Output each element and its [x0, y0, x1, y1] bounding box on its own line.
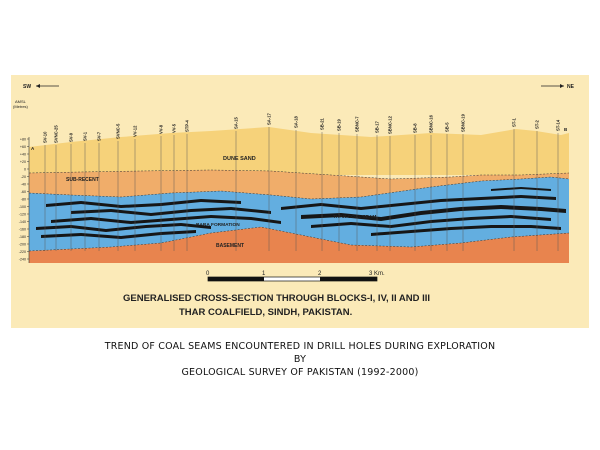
axis-tick-label: -140: [19, 220, 26, 224]
coal-seam: [371, 225, 561, 236]
axis-tick-label: -40: [21, 182, 26, 186]
scale-tick-0: 0: [206, 271, 210, 277]
drill-hole-label: SBNC-16: [429, 114, 434, 133]
coal-seam: [71, 207, 271, 216]
figure-frame: SW NE AMSL (Metres): [11, 75, 589, 328]
axis-tick-label: -80: [21, 197, 26, 201]
drill-hole-label: SV-7: [97, 131, 102, 141]
drill-hole-label: SVNC-25: [54, 125, 59, 143]
drill-hole-label: VV-12: [133, 125, 138, 137]
direction-ne-label: NE: [567, 84, 575, 90]
diagram-title-line2: THAR COALFIELD, SINDH, PAKISTAN.: [179, 307, 352, 318]
direction-ne: NE: [541, 84, 575, 90]
label-basement: BASEMENT: [216, 243, 244, 249]
axis-tick-label: -240: [19, 257, 26, 261]
axis-tick-label: -60: [21, 190, 26, 194]
drill-hole-label: VV-8: [159, 124, 164, 134]
scale-bar: 0 1 2 3 Km.: [206, 271, 385, 282]
layer-dune-sand: [29, 127, 569, 175]
axis-label-line1: AMSL: [15, 99, 27, 104]
axis-tick-label: -200: [19, 242, 26, 246]
diagram-title-line1: GENERALISED CROSS-SECTION THROUGH BLOCKS…: [123, 293, 430, 304]
drill-hole-label: SBNC-7: [355, 116, 360, 132]
axis-tick-label: +20: [20, 160, 26, 164]
axis-tick-label: +60: [20, 145, 26, 149]
drill-hole-label: SBNC-12: [388, 115, 393, 134]
axis-tick-label: -120: [19, 212, 26, 216]
direction-sw: SW: [23, 84, 59, 90]
axis-tick-label: -20: [21, 175, 26, 179]
drill-hole-label: SBNC-19: [461, 113, 466, 132]
axis-tick-label: -100: [19, 205, 26, 209]
contact-dune-subrecent: [28, 169, 570, 180]
elevation-axis: +80 +60 +40 +20 0 -20 -40 -60 -80 -100 -120 -140 -16…: [19, 137, 29, 261]
drill-hole-label: SV-10: [43, 131, 48, 143]
direction-sw-label: SW: [23, 84, 31, 90]
axis-tick-label: 0: [24, 167, 26, 171]
section-marker-a: A: [31, 146, 35, 151]
coal-seam: [281, 195, 556, 210]
coal-seam: [51, 215, 281, 224]
drill-hole-label: SB-19: [337, 118, 342, 131]
drill-hole-label: SV-9: [69, 132, 74, 142]
label-sub-recent: SUB-RECENT: [66, 177, 99, 183]
contact-subrecent-bara: [28, 176, 570, 200]
axis-label-line2: (Metres): [13, 104, 29, 109]
drill-hole-label: ST-2: [535, 119, 540, 129]
drill-hole-label: ST-14: [556, 119, 561, 131]
axis-tick-label: +40: [20, 152, 26, 156]
coal-seam: [36, 223, 211, 232]
drill-hole-label: SVNC-5: [116, 123, 121, 139]
drill-hole-label: SB-17: [375, 120, 380, 133]
drill-hole-label: SA-18: [294, 115, 299, 128]
drill-hole-label: SA-17: [267, 112, 272, 125]
axis-tick-label: -160: [19, 227, 26, 231]
drill-hole-label: SA-15: [234, 116, 239, 129]
coal-seam: [301, 205, 566, 221]
drill-hole-label: SB-5: [445, 122, 450, 132]
drill-hole-label: SB-21: [320, 117, 325, 130]
layer-basement: [29, 227, 569, 263]
caption-line2: BY: [293, 354, 307, 365]
drill-hole-label: STP-4: [185, 119, 190, 132]
coal-seam: [491, 187, 551, 191]
axis-tick-label: -220: [19, 250, 26, 254]
scale-tick-2: 2: [318, 271, 322, 277]
scale-tick-1: 1: [262, 271, 266, 277]
drill-hole-label: ST-1: [512, 117, 517, 127]
drill-holes: SV-10 SVNC-25 SV-9 SV-1 SV-7 SVNC-5 VV-12 VV-8 V…: [43, 112, 561, 251]
contact-bara-basement: [28, 226, 570, 252]
drill-hole-label: SB-8: [413, 123, 418, 133]
scale-tick-3: 3 Km.: [369, 271, 385, 277]
label-thar-coal-seam: THAR COAL SEAM: [333, 214, 376, 220]
caption-line3: GEOLOGICAL SURVEY OF PAKISTAN (1992-2000…: [181, 367, 419, 378]
caption-line1: TREND OF COAL SEAMS ENCOUNTERED IN DRILL…: [104, 341, 496, 352]
section-marker-b: B: [564, 127, 568, 132]
label-bara-formation: BARA FORMATION: [196, 222, 240, 228]
label-dune-sand: DUNE SAND: [223, 156, 256, 162]
cross-section-diagram: SW NE AMSL (Metres): [13, 84, 575, 318]
axis-tick-label: +80: [20, 137, 26, 141]
coal-seam: [46, 199, 241, 208]
drill-hole-label: SV-1: [83, 131, 88, 141]
coal-seam: [41, 230, 196, 239]
axis-tick-label: -180: [19, 235, 26, 239]
drill-hole-label: VV-5: [172, 123, 177, 133]
